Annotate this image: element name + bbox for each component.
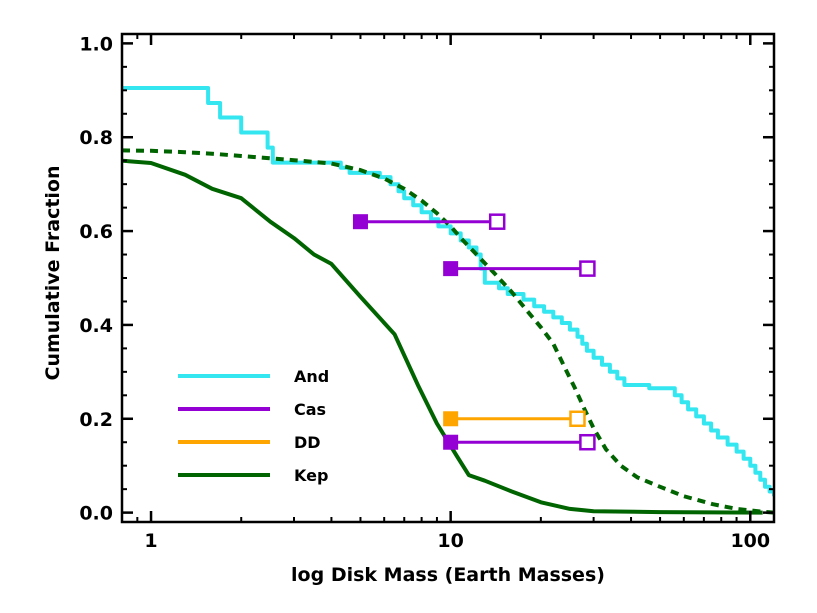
legend-label-cas: Cas bbox=[294, 400, 326, 419]
legend-label-dd: DD bbox=[294, 433, 321, 452]
x-tick-label: 1 bbox=[144, 530, 157, 552]
range-max-marker bbox=[579, 260, 596, 277]
series-and bbox=[122, 86, 774, 497]
y-tick-label: 0.6 bbox=[79, 221, 113, 243]
y-axis-title: Cumulative Fraction bbox=[42, 165, 64, 380]
range-layer bbox=[352, 213, 596, 451]
y-tick-label: 0.0 bbox=[79, 503, 113, 525]
y-tick-label: 0.2 bbox=[79, 409, 113, 431]
range-min-marker bbox=[443, 434, 459, 450]
y-tick-label: 0.4 bbox=[79, 315, 113, 337]
x-tick-label: 10 bbox=[437, 530, 463, 552]
y-tick-label: 1.0 bbox=[79, 33, 113, 55]
y-tick-label: 0.8 bbox=[79, 127, 113, 149]
range-min-marker bbox=[352, 214, 368, 230]
range-min-marker bbox=[443, 411, 459, 427]
range-max-marker bbox=[569, 410, 586, 428]
series-kep bbox=[122, 158, 763, 515]
legend: And Cas DD Kep bbox=[178, 367, 329, 485]
range-max-marker bbox=[488, 213, 506, 230]
axis-ticks: 1 10 100 0.0 0.2 0.4 0.6 0.8 1.0 bbox=[79, 33, 774, 552]
x-tick-label: 100 bbox=[730, 530, 770, 552]
series-layer bbox=[122, 86, 774, 515]
range-min-marker bbox=[443, 261, 459, 277]
range-max-marker bbox=[579, 433, 596, 451]
series-kep-model bbox=[122, 148, 774, 515]
x-axis-title: log Disk Mass (Earth Masses) bbox=[291, 564, 605, 586]
legend-label-kep: Kep bbox=[294, 466, 328, 485]
legend-label-and: And bbox=[294, 367, 329, 386]
